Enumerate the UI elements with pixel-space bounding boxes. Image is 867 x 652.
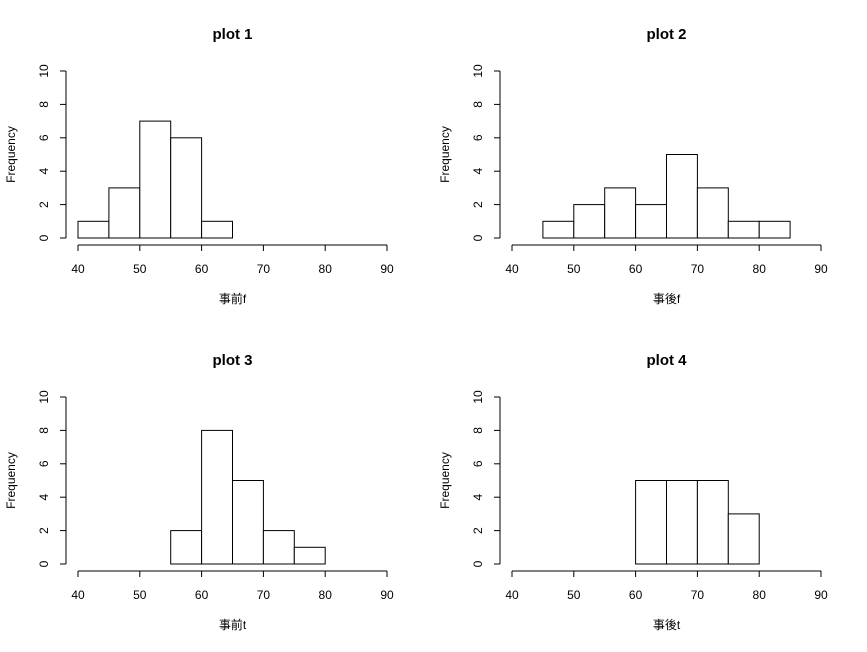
x-tick-label: 80 (319, 588, 333, 602)
y-axis-label: Frequency (438, 452, 452, 509)
x-tick-label: 60 (195, 588, 209, 602)
bar (635, 480, 667, 565)
y-tick-label: 4 (37, 494, 51, 501)
y-tick-label: 6 (37, 460, 51, 467)
y-axis-label: Frequency (4, 452, 18, 509)
y-tick-label: 6 (37, 134, 51, 141)
y-tick-label: 0 (471, 234, 485, 241)
y-tick-label: 0 (37, 560, 51, 567)
x-tick-label: 70 (257, 588, 271, 602)
bar (108, 187, 141, 239)
bar (262, 530, 295, 565)
x-tick-label: 60 (195, 262, 209, 276)
x-tick-label: 50 (567, 588, 581, 602)
x-tick-label: 40 (71, 262, 85, 276)
x-tick-label: 50 (133, 262, 147, 276)
y-tick-label: 10 (471, 64, 485, 78)
y-tick-label: 6 (471, 134, 485, 141)
chart-title: plot 4 (647, 352, 688, 369)
x-tick-label: 40 (505, 262, 519, 276)
y-tick-label: 6 (471, 460, 485, 467)
bar (696, 480, 729, 565)
y-tick-label: 0 (471, 560, 485, 567)
x-axis-label: 事後t (653, 618, 681, 632)
bar (635, 204, 667, 239)
bar (727, 513, 760, 565)
bar (201, 220, 234, 239)
y-tick-label: 8 (37, 427, 51, 434)
x-axis-label: 事前t (219, 617, 247, 632)
y-axis-label: Frequency (4, 126, 18, 183)
bar (604, 187, 637, 239)
x-axis-label: 事後f (653, 292, 681, 306)
x-tick-label: 90 (814, 262, 828, 276)
y-tick-label: 4 (471, 494, 485, 501)
x-tick-label: 80 (753, 262, 767, 276)
bar (573, 204, 606, 239)
x-tick-label: 90 (380, 262, 394, 276)
y-tick-label: 2 (37, 201, 51, 208)
bar (542, 220, 575, 239)
x-tick-label: 70 (257, 262, 271, 276)
y-tick-label: 8 (37, 101, 51, 108)
bar (170, 530, 203, 565)
x-tick-label: 90 (380, 588, 394, 602)
y-tick-label: 8 (471, 427, 485, 434)
x-tick-label: 90 (814, 588, 828, 602)
x-tick-label: 70 (691, 588, 705, 602)
x-tick-label: 50 (567, 262, 581, 276)
x-tick-label: 70 (691, 262, 705, 276)
x-tick-label: 60 (629, 262, 643, 276)
bar (139, 120, 172, 239)
x-tick-label: 80 (753, 588, 767, 602)
bar (201, 429, 234, 565)
x-tick-label: 60 (629, 588, 643, 602)
chart-title: plot 3 (213, 352, 253, 369)
y-tick-label: 2 (471, 201, 485, 208)
y-tick-label: 4 (471, 168, 485, 175)
y-tick-label: 2 (37, 527, 51, 534)
bar (696, 187, 729, 239)
y-tick-label: 10 (37, 64, 51, 78)
y-tick-label: 8 (471, 101, 485, 108)
x-tick-label: 40 (71, 588, 85, 602)
bar (758, 220, 791, 239)
y-tick-label: 10 (471, 390, 485, 404)
y-tick-label: 10 (37, 390, 51, 404)
y-tick-label: 4 (37, 168, 51, 175)
bar (293, 546, 326, 565)
x-tick-label: 40 (505, 588, 519, 602)
bar (170, 137, 203, 239)
chart-title: plot 1 (213, 26, 253, 43)
bar (232, 480, 264, 565)
x-axis-label: 事前f (219, 291, 247, 306)
y-tick-label: 2 (471, 527, 485, 534)
bar (666, 480, 698, 565)
bar (77, 220, 110, 239)
bar (666, 154, 698, 239)
x-tick-label: 80 (319, 262, 333, 276)
y-tick-label: 0 (37, 234, 51, 241)
chart-title: plot 2 (647, 26, 687, 43)
y-axis-label: Frequency (438, 126, 452, 183)
x-tick-label: 50 (133, 588, 147, 602)
bar (727, 220, 760, 239)
